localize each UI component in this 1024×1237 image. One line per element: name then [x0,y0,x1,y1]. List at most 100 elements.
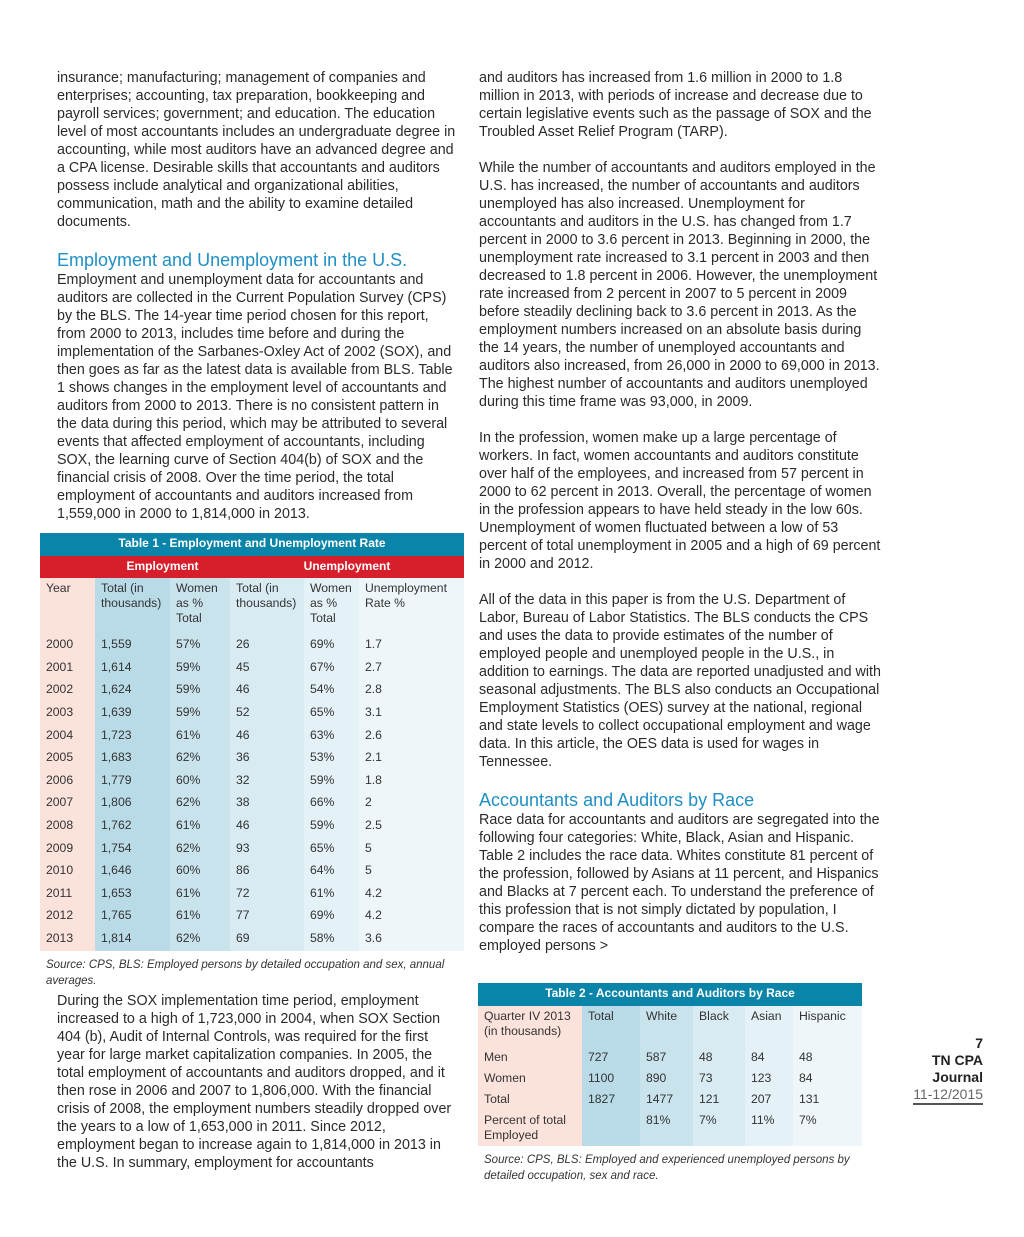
table-cell: 2004 [40,724,95,748]
table-cell: 61% [170,814,230,838]
table-cell: 1,723 [95,724,170,748]
table-cell: 66% [304,792,359,815]
table-cell: 2008 [40,814,95,838]
column-header: Unemployment Rate % [359,578,464,635]
table-cell: 58% [304,927,359,951]
left-column: insurance; manufacturing; management of … [57,69,459,541]
column-header: Quarter IV 2013 (in thousands) [478,1006,582,1047]
table-cell: 67% [304,656,359,680]
table-cell: 2 [359,792,464,815]
table-cell: 1,806 [95,792,170,815]
table-cell: 84 [745,1047,793,1068]
table-cell: 1,779 [95,769,170,793]
table-cell: 81% [640,1110,693,1146]
table-row: 2006 1,779 60% 32 59% 1.8 [40,769,464,793]
table-cell: 2003 [40,701,95,725]
table-cell: 69% [304,905,359,928]
table-cell: 65% [304,837,359,861]
table-title: Table 1 - Employment and Unemployment Ra… [40,533,464,556]
table-cell: 93 [230,837,304,861]
table-cell: Total [478,1089,582,1110]
column-header: Total [582,1006,640,1047]
table-cell: 1.8 [359,769,464,793]
table-cell: 1.7 [359,634,464,657]
table-cell: 11% [745,1110,793,1146]
table-cell: 59% [170,656,230,680]
table-cell: 57% [170,634,230,657]
paragraph: insurance; manufacturing; management of … [57,70,456,230]
table-row: 2010 1,646 60% 86 64% 5 [40,860,464,883]
column-header: Total (in thousands) [95,578,170,635]
table-row: Percent of total Employed 81% 7% 11% 7% [478,1110,862,1146]
table-cell: 62% [170,837,230,861]
table-cell: Percent of total Employed [478,1110,582,1146]
table-cell: 2.6 [359,724,464,748]
table-cell: 46 [230,679,304,702]
table-cell: 84 [793,1068,862,1089]
table-title: Table 2 - Accountants and Auditors by Ra… [478,983,862,1006]
table-cell: 2009 [40,837,95,861]
table-cell: 1,683 [95,747,170,770]
table-cell: 38 [230,792,304,815]
table-cell: 77 [230,905,304,928]
table-cell: 59% [170,679,230,702]
table-cell: 69% [304,634,359,657]
table-cell: Women [478,1068,582,1089]
table-1: Table 1 - Employment and Unemployment Ra… [40,533,464,989]
column-header: Year [40,578,95,635]
table-cell: 1,814 [95,927,170,951]
table-cell: 48 [793,1047,862,1068]
table-cell: 1,614 [95,656,170,680]
table-row: 2009 1,754 62% 93 65% 5 [40,837,464,861]
table-row: 2011 1,653 61% 72 61% 4.2 [40,882,464,906]
table-2: Table 2 - Accountants and Auditors by Ra… [478,983,862,1184]
table-cell: 69 [230,927,304,951]
table-cell: 1477 [640,1089,693,1110]
table-cell: 59% [304,814,359,838]
table-row: 2003 1,639 59% 52 65% 3.1 [40,701,464,725]
table-cell: 1,762 [95,814,170,838]
table-cell: 2012 [40,905,95,928]
table-cell: 727 [582,1047,640,1068]
table-cell: 2006 [40,769,95,793]
table-cell: 72 [230,882,304,906]
table-cell: 1,646 [95,860,170,883]
table-cell: 59% [170,701,230,725]
journal-name: Journal [932,1069,983,1085]
table-cell: 52 [230,701,304,725]
column-header: Total (in thousands) [230,578,304,635]
right-column: and auditors has increased from 1.6 mill… [479,69,881,955]
column-header: Women as % Total [304,578,359,635]
group-header: Employment [95,555,230,579]
paragraph: While the number of accountants and audi… [479,160,880,410]
table-row: 2012 1,765 61% 77 69% 4.2 [40,905,464,928]
table-cell: 62% [170,747,230,770]
table-cell: 60% [170,860,230,883]
table-cell: 7% [793,1110,862,1146]
table-cell: 1,754 [95,837,170,861]
table-cell: 7% [693,1110,745,1146]
table-cell: 65% [304,701,359,725]
table-row: 2008 1,762 61% 46 59% 2.5 [40,814,464,838]
table-source: Source: CPS, BLS: Employed persons by de… [46,958,445,987]
table-cell: 61% [170,882,230,906]
table-cell: Men [478,1047,582,1068]
table-cell: 63% [304,724,359,748]
table-cell: 131 [793,1089,862,1110]
table-cell: 1,639 [95,701,170,725]
section-heading: Employment and Unemployment in the U.S. [57,250,408,270]
table-cell: 890 [640,1068,693,1089]
column-header: Hispanic [793,1006,862,1047]
table-cell: 32 [230,769,304,793]
table-row: 2013 1,814 62% 69 58% 3.6 [40,927,464,951]
section-heading: Accountants and Auditors by Race [479,790,755,810]
table-cell: 60% [170,769,230,793]
table-cell: 3.1 [359,701,464,725]
table-cell: 2007 [40,792,95,815]
paragraph: and auditors has increased from 1.6 mill… [479,70,872,140]
table-cell: 2.1 [359,747,464,770]
table-row: Total 1827 1477 121 207 131 [478,1089,862,1110]
table-cell: 2000 [40,634,95,657]
table-cell: 5 [359,860,464,883]
table-cell: 4.2 [359,905,464,928]
